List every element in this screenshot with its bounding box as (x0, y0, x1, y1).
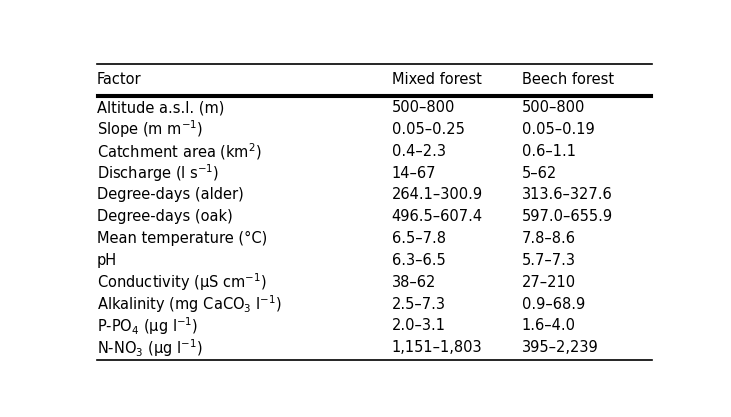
Text: 0.05–0.25: 0.05–0.25 (392, 122, 464, 137)
Text: pH: pH (97, 253, 117, 268)
Text: 14–67: 14–67 (392, 166, 436, 181)
Text: 6.5–7.8: 6.5–7.8 (392, 231, 446, 246)
Text: Conductivity (μS cm$^{-1}$): Conductivity (μS cm$^{-1}$) (97, 271, 267, 293)
Text: Alkalinity (mg CaCO$_{3}$ l$^{-1}$): Alkalinity (mg CaCO$_{3}$ l$^{-1}$) (97, 293, 281, 315)
Text: 264.1–300.9: 264.1–300.9 (392, 187, 482, 202)
Text: Altitude a.s.l. (m): Altitude a.s.l. (m) (97, 100, 224, 115)
Text: 38–62: 38–62 (392, 275, 436, 290)
Text: 313.6–327.6: 313.6–327.6 (522, 187, 613, 202)
Text: 7.8–8.6: 7.8–8.6 (522, 231, 576, 246)
Text: 1.6–4.0: 1.6–4.0 (522, 318, 576, 333)
Text: 2.5–7.3: 2.5–7.3 (392, 296, 446, 311)
Text: 500–800: 500–800 (392, 100, 455, 115)
Text: Mean temperature (°C): Mean temperature (°C) (97, 231, 268, 246)
Text: 6.3–6.5: 6.3–6.5 (392, 253, 445, 268)
Text: N-NO$_{3}$ (μg l$^{-1}$): N-NO$_{3}$ (μg l$^{-1}$) (97, 337, 202, 359)
Text: Beech forest: Beech forest (522, 72, 614, 87)
Text: Factor: Factor (97, 72, 142, 87)
Text: 500–800: 500–800 (522, 100, 586, 115)
Text: 0.05–0.19: 0.05–0.19 (522, 122, 595, 137)
Text: 0.6–1.1: 0.6–1.1 (522, 144, 576, 159)
Text: Degree-days (oak): Degree-days (oak) (97, 209, 232, 224)
Text: 1,151–1,803: 1,151–1,803 (392, 340, 482, 355)
Text: 0.9–68.9: 0.9–68.9 (522, 296, 586, 311)
Text: Degree-days (alder): Degree-days (alder) (97, 187, 244, 202)
Text: 27–210: 27–210 (522, 275, 576, 290)
Text: Catchment area (km$^{2}$): Catchment area (km$^{2}$) (97, 141, 262, 161)
Text: 395–2,239: 395–2,239 (522, 340, 599, 355)
Text: Mixed forest: Mixed forest (392, 72, 482, 87)
Text: Discharge (l s$^{-1}$): Discharge (l s$^{-1}$) (97, 162, 219, 184)
Text: 496.5–607.4: 496.5–607.4 (392, 209, 482, 224)
Text: 5.7–7.3: 5.7–7.3 (522, 253, 576, 268)
Text: 5–62: 5–62 (522, 166, 557, 181)
Text: Slope (m m$^{-1}$): Slope (m m$^{-1}$) (97, 118, 203, 140)
Text: 0.4–2.3: 0.4–2.3 (392, 144, 446, 159)
Text: 597.0–655.9: 597.0–655.9 (522, 209, 613, 224)
Text: P-PO$_{4}$ (μg l$^{-1}$): P-PO$_{4}$ (μg l$^{-1}$) (97, 315, 198, 337)
Text: 2.0–3.1: 2.0–3.1 (392, 318, 446, 333)
